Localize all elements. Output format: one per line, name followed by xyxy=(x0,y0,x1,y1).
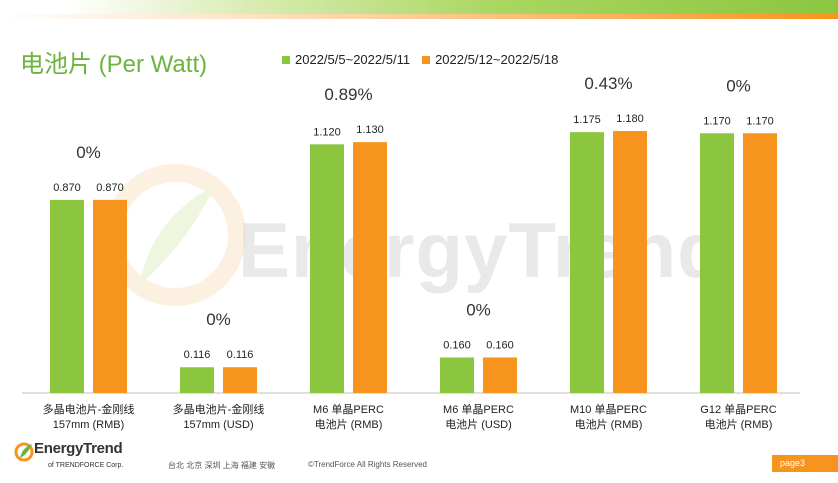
data-label-1-5: 1.175 xyxy=(573,114,601,126)
legend-label-series-2: 2022/5/12~2022/5/18 xyxy=(435,52,559,67)
data-label-1-4: 0.160 xyxy=(443,339,471,351)
bar-1-6 xyxy=(700,133,734,393)
change-label-6: 0% xyxy=(726,76,751,95)
bar-1-2 xyxy=(180,367,214,393)
data-label-2-3: 1.130 xyxy=(356,124,384,136)
data-label-2-6: 1.170 xyxy=(746,115,774,127)
data-label-2-5: 1.180 xyxy=(616,113,644,125)
change-label-4: 0% xyxy=(466,300,491,319)
change-label-5: 0.43% xyxy=(584,74,632,93)
bar-1-5 xyxy=(570,132,604,393)
category-label-1-2: 157mm (RMB) xyxy=(53,419,125,431)
watermark-leaf-icon xyxy=(104,164,246,306)
legend-swatch-green xyxy=(282,55,290,64)
category-label-5-2: 电池片 (RMB) xyxy=(575,418,643,431)
bar-2-5 xyxy=(613,131,647,394)
bar-2-2 xyxy=(223,367,257,393)
change-label-3: 0.89% xyxy=(324,85,372,104)
category-label-3-2: 电池片 (RMB) xyxy=(315,418,383,431)
header-gradient-band xyxy=(0,0,838,14)
category-label-5-1: M10 单晶PERC xyxy=(570,403,647,416)
header-accent-band xyxy=(0,14,838,19)
bar-1-4 xyxy=(440,357,474,393)
category-label-1-1: 多晶电池片-金刚线 xyxy=(43,402,135,416)
legend-item-series-1: 2022/5/5~2022/5/11 xyxy=(282,52,410,67)
data-label-1-6: 1.170 xyxy=(703,115,731,127)
change-label-2: 0% xyxy=(206,310,231,329)
chart-legend: 2022/5/5~2022/5/11 2022/5/12~2022/5/18 xyxy=(282,52,558,67)
logo-text: EnergyTrend xyxy=(34,440,123,457)
legend-label-series-1: 2022/5/5~2022/5/11 xyxy=(295,52,411,67)
category-label-2-1: 多晶电池片-金刚线 xyxy=(173,402,265,416)
category-label-2-2: 157mm (USD) xyxy=(183,419,253,431)
category-label-6-2: 电池片 (RMB) xyxy=(705,418,773,431)
logo-subtitle: of TRENDFORCE Corp. xyxy=(48,462,124,469)
data-label-1-3: 1.120 xyxy=(313,126,341,138)
page-number-badge: page3 xyxy=(772,455,838,472)
bar-2-3 xyxy=(353,142,387,393)
logo-leaf-icon xyxy=(14,442,34,462)
footer-copyright: ©TrendForce All Rights Reserved xyxy=(308,460,427,469)
data-label-2-4: 0.160 xyxy=(486,339,514,351)
category-label-4-1: M6 单晶PERC xyxy=(443,403,514,416)
category-label-4-2: 电池片 (USD) xyxy=(445,418,512,431)
category-label-3-1: M6 单晶PERC xyxy=(313,403,384,416)
bar-2-6 xyxy=(743,133,777,393)
category-label-6-1: G12 单晶PERC xyxy=(700,403,776,416)
data-label-1-1: 0.870 xyxy=(53,182,81,194)
bar-1-1 xyxy=(50,199,84,393)
legend-item-series-2: 2022/5/12~2022/5/18 xyxy=(422,52,558,67)
legend-swatch-orange xyxy=(422,55,431,64)
footer-cities: 台北 北京 深圳 上海 福建 安徽 xyxy=(168,461,276,470)
data-label-2-1: 0.870 xyxy=(96,182,124,194)
change-label-1: 0% xyxy=(76,143,101,162)
data-label-1-2: 0.116 xyxy=(184,349,211,361)
data-label-2-2: 0.116 xyxy=(227,349,254,361)
bar-2-1 xyxy=(93,199,127,393)
bar-2-4 xyxy=(483,357,517,393)
bar-1-3 xyxy=(310,144,344,393)
page-title: 电池片 (Per Watt) xyxy=(20,51,208,78)
